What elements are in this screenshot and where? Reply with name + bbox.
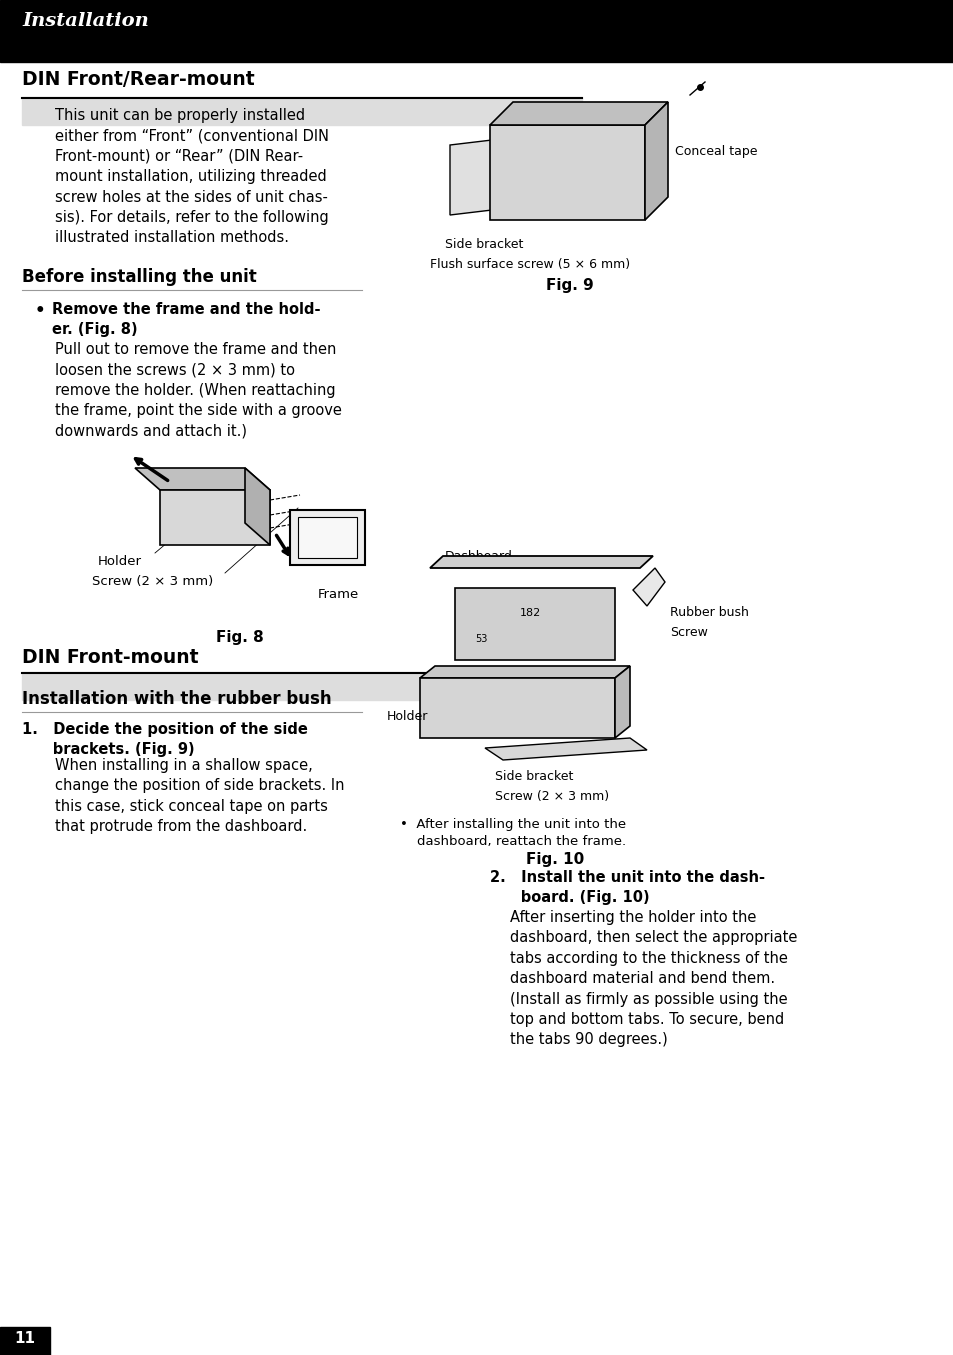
- Polygon shape: [160, 491, 270, 545]
- Polygon shape: [419, 678, 615, 738]
- Polygon shape: [484, 738, 646, 760]
- Text: Side bracket: Side bracket: [495, 770, 573, 783]
- Polygon shape: [455, 588, 615, 660]
- Polygon shape: [490, 102, 667, 125]
- Polygon shape: [644, 102, 667, 220]
- Text: This unit can be properly installed
either from “Front” (conventional DIN
Front-: This unit can be properly installed eith…: [55, 108, 329, 245]
- Polygon shape: [615, 667, 629, 738]
- Text: Holder: Holder: [98, 556, 142, 568]
- Text: Frame: Frame: [317, 588, 359, 602]
- Text: Flush surface screw (5 × 6 mm): Flush surface screw (5 × 6 mm): [430, 257, 630, 271]
- Text: DIN Front/Rear-mount: DIN Front/Rear-mount: [22, 70, 254, 89]
- Text: Pull out to remove the frame and then
loosen the screws (2 × 3 mm) to
remove the: Pull out to remove the frame and then lo…: [55, 341, 341, 439]
- Text: When installing in a shallow space,
change the position of side brackets. In
thi: When installing in a shallow space, chan…: [55, 757, 344, 835]
- Polygon shape: [490, 125, 644, 220]
- Polygon shape: [450, 140, 492, 215]
- Text: Fig. 8: Fig. 8: [216, 630, 264, 645]
- Polygon shape: [135, 467, 270, 491]
- Text: After inserting the holder into the
dashboard, then select the appropriate
tabs : After inserting the holder into the dash…: [510, 911, 797, 1047]
- Polygon shape: [633, 568, 664, 606]
- Text: 1.   Decide the position of the side
      brackets. (Fig. 9): 1. Decide the position of the side brack…: [22, 722, 308, 757]
- Text: Fig. 10: Fig. 10: [525, 852, 583, 867]
- Polygon shape: [419, 667, 629, 678]
- Bar: [22, 672, 581, 701]
- Polygon shape: [430, 556, 652, 568]
- Bar: [22, 98, 581, 125]
- Text: Screw (2 × 3 mm): Screw (2 × 3 mm): [495, 790, 608, 804]
- Text: Fig. 9: Fig. 9: [545, 278, 594, 293]
- Text: 2.   Install the unit into the dash-
      board. (Fig. 10): 2. Install the unit into the dash- board…: [490, 870, 764, 905]
- Text: Dashboard: Dashboard: [444, 550, 513, 562]
- Polygon shape: [245, 467, 270, 545]
- Bar: [0, 0, 953, 62]
- Text: Side bracket: Side bracket: [444, 238, 523, 251]
- Bar: [0, 1327, 50, 1355]
- Text: Installation: Installation: [22, 12, 149, 30]
- Text: Rubber bush: Rubber bush: [669, 606, 748, 618]
- Text: DIN Front-mount: DIN Front-mount: [22, 648, 198, 667]
- Text: 53: 53: [475, 634, 487, 644]
- Text: Screw (2 × 3 mm): Screw (2 × 3 mm): [91, 575, 213, 588]
- Text: •: •: [35, 302, 46, 320]
- Text: Conceal tape: Conceal tape: [675, 145, 757, 159]
- Text: Installation with the rubber bush: Installation with the rubber bush: [22, 690, 332, 709]
- Text: Holder: Holder: [387, 710, 428, 724]
- Text: Screw: Screw: [669, 626, 707, 638]
- Text: •  After installing the unit into the
    dashboard, reattach the frame.: • After installing the unit into the das…: [399, 818, 625, 848]
- Text: 182: 182: [518, 608, 540, 618]
- Text: Before installing the unit: Before installing the unit: [22, 268, 256, 286]
- Polygon shape: [290, 509, 365, 565]
- Polygon shape: [297, 518, 356, 558]
- Text: Remove the frame and the hold-
er. (Fig. 8): Remove the frame and the hold- er. (Fig.…: [52, 302, 320, 337]
- Text: 11: 11: [14, 1331, 35, 1346]
